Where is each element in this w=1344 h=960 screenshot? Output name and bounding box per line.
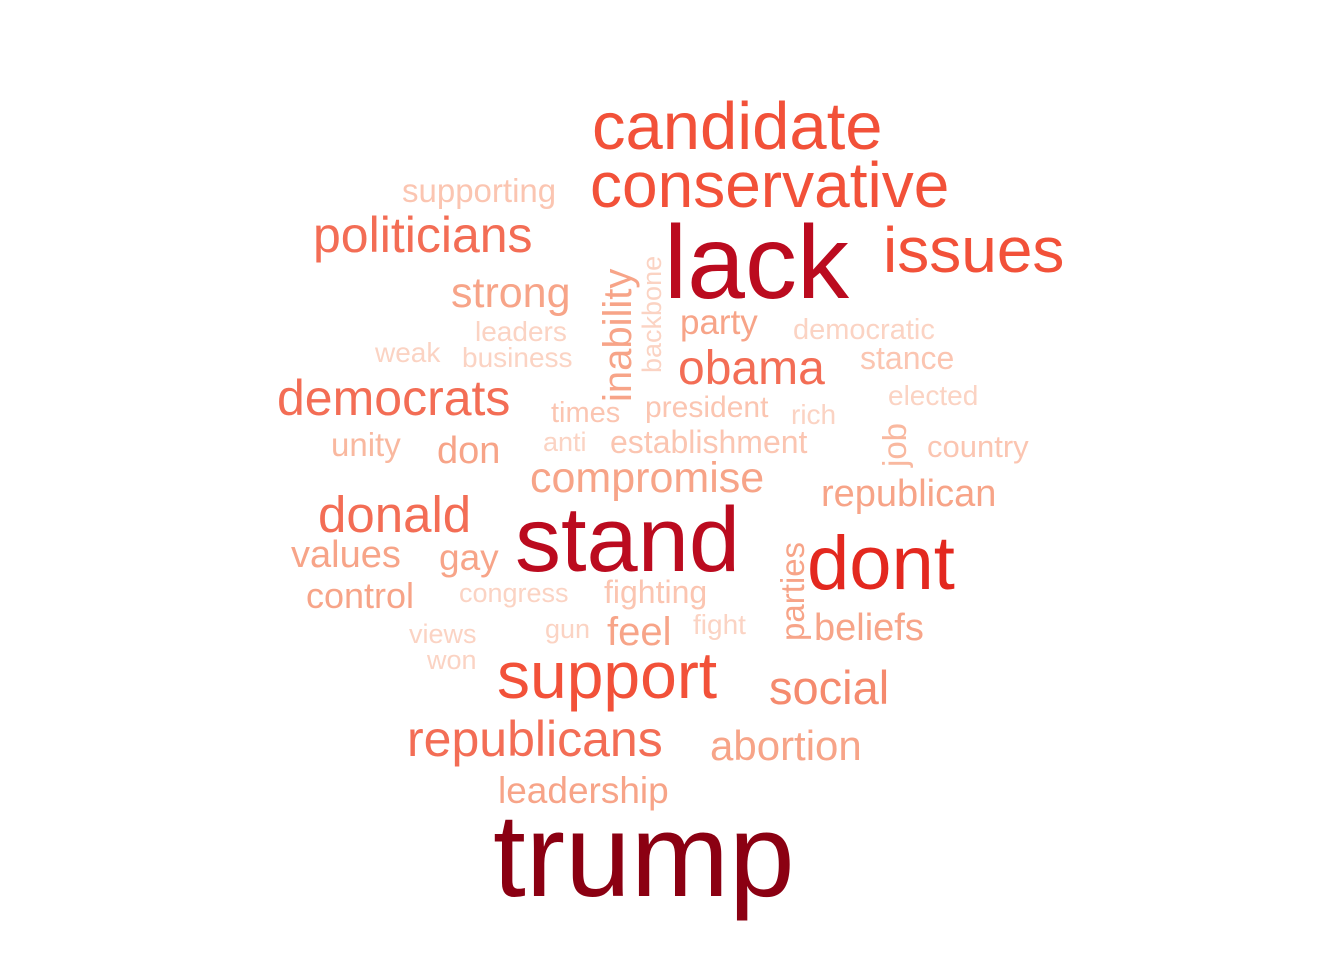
word-fighting: fighting [604, 574, 708, 610]
word-obama: obama [678, 342, 825, 395]
word-country: country [927, 429, 1029, 464]
word-control: control [306, 575, 415, 616]
word-dont: dont [807, 521, 955, 606]
word-elected: elected [888, 380, 979, 411]
word-values: values [291, 534, 401, 576]
word-supporting: supporting [402, 172, 557, 209]
word-leadership: leadership [498, 770, 669, 811]
word-republicans: republicans [407, 711, 663, 767]
word-issues: issues [883, 214, 1065, 286]
word-president: president [645, 391, 769, 424]
word-social: social [769, 661, 890, 714]
word-stand: stand [515, 489, 741, 591]
word-donald: donald [318, 486, 472, 543]
word-job: job [876, 422, 913, 467]
word-feel: feel [607, 610, 672, 654]
word-views: views [409, 619, 477, 649]
word-support: support [497, 638, 718, 712]
word-anti: anti [543, 427, 587, 457]
word-beliefs: beliefs [814, 607, 924, 649]
word-leaders: leaders [475, 316, 567, 347]
word-republican: republican [821, 473, 997, 515]
word-won: won [427, 645, 477, 675]
word-fight: fight [693, 609, 746, 640]
word-weak: weak [375, 337, 441, 368]
word-trump: trump [493, 790, 795, 922]
word-candidate: candidate [592, 89, 883, 164]
word-abortion: abortion [710, 722, 862, 769]
word-strong: strong [451, 269, 571, 317]
word-congress: congress [459, 578, 569, 608]
word-don: don [437, 430, 501, 472]
word-parties: parties [774, 541, 811, 641]
word-times: times [551, 397, 621, 429]
word-democratic: democratic [793, 314, 935, 346]
word-inability: inability [596, 268, 640, 402]
word-rich: rich [791, 399, 837, 430]
word-gun: gun [545, 614, 591, 644]
word-gay: gay [439, 537, 499, 578]
word-establishment: establishment [610, 424, 808, 460]
word-backbone: backbone [637, 255, 667, 373]
word-conservative: conservative [590, 149, 950, 221]
word-politicians: politicians [313, 207, 533, 263]
word-stance: stance [860, 340, 955, 376]
word-unity: unity [331, 426, 401, 463]
word-business: business [462, 342, 573, 373]
word-democrats: democrats [277, 370, 511, 426]
word-lack: lack [664, 205, 849, 321]
word-party: party [680, 303, 758, 342]
word-compromise: compromise [530, 454, 765, 502]
